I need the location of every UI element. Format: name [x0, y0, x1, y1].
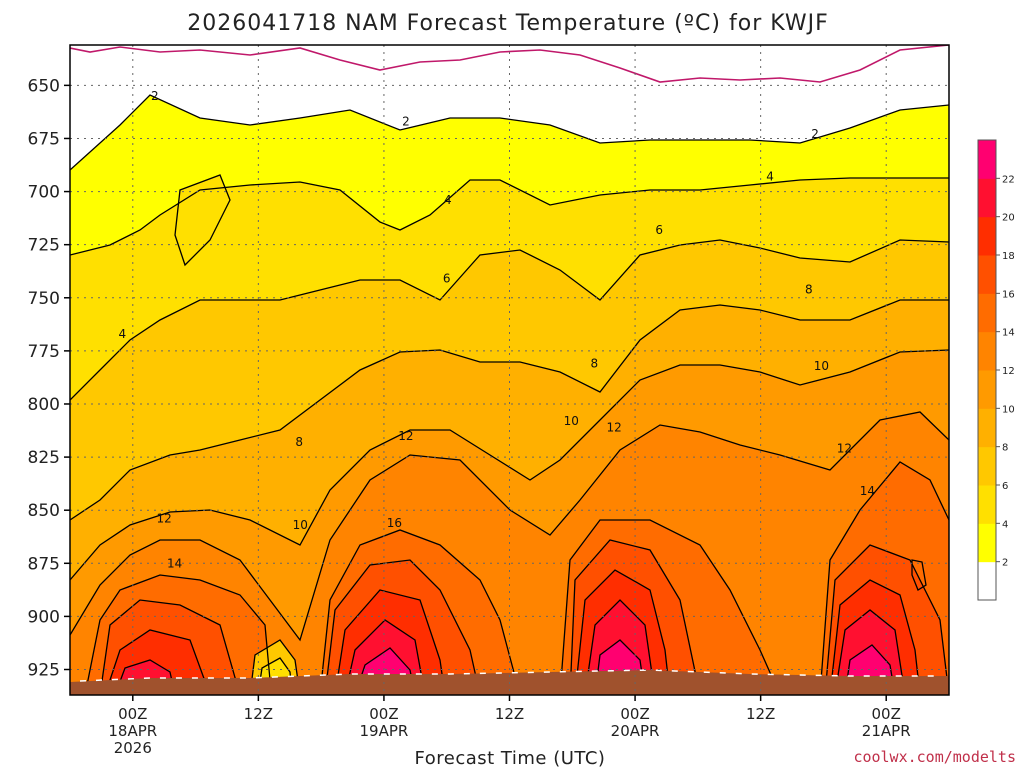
x-tick-label: 19APR [360, 722, 409, 740]
contour-12 [70, 411, 949, 642]
contour-label: 12 [398, 429, 413, 443]
contour-label: 8 [805, 282, 813, 296]
colorbar-tick-label: 4 [1002, 519, 1008, 530]
y-tick-label: 700 [28, 183, 60, 203]
x-tick-label: 21APR [862, 722, 911, 740]
colorbar-segment [978, 561, 996, 601]
contour-18 [104, 569, 921, 695]
x-tick-label: 00Z [872, 705, 901, 723]
contour-16 [99, 539, 949, 695]
contour-label: 4 [766, 170, 774, 184]
colorbar-tick-label: 2 [1002, 558, 1008, 569]
colorbar-segment [978, 446, 996, 486]
y-tick-label: 725 [28, 236, 60, 256]
x-axis-label: Forecast Time (UTC) [415, 748, 606, 768]
colorbar-tick-label: 8 [1002, 443, 1008, 454]
contour-20 [114, 599, 906, 695]
y-tick-label: 750 [28, 289, 60, 309]
colorbar-tick-label: 6 [1002, 481, 1008, 492]
contour-lines [70, 94, 949, 695]
y-tick-label: 925 [28, 661, 60, 681]
colorbar-segment [978, 523, 996, 563]
contour-label: 8 [590, 357, 598, 371]
x-tick-label: 00Z [369, 705, 398, 723]
colorbar-tick-label: 10 [1002, 404, 1015, 415]
colorbar-tick-label: 22 [1002, 174, 1015, 185]
band-14-16 [85, 462, 949, 695]
y-tick-label: 875 [28, 554, 60, 574]
contour-small-1 [911, 559, 927, 591]
contour-label: 14 [167, 556, 182, 570]
contour-label: 12 [157, 512, 172, 526]
contour-label: 12 [607, 420, 622, 434]
colorbar-tick-label: 14 [1002, 328, 1015, 339]
colorbar-segment [978, 216, 996, 256]
y-tick-label: 775 [28, 342, 60, 362]
colorbar-tick-label: 18 [1002, 251, 1015, 262]
contour-label: 2 [402, 114, 410, 128]
contour-label: 8 [295, 435, 303, 449]
x-tick-label: 12Z [244, 705, 273, 723]
contour-4-island [174, 174, 231, 267]
contour-2 [70, 94, 949, 171]
contour-14 [84, 461, 949, 695]
contour-label: 14 [860, 484, 875, 498]
contour-label: 6 [443, 272, 451, 286]
y-axis: 650 675 700 725 750 775 800 825 850 875 900 925 [28, 76, 70, 681]
contour-6 [70, 239, 949, 401]
x-tick-label: 12Z [495, 705, 524, 723]
contour-label: 4 [444, 193, 452, 207]
contour-labels: 2 2 2 4 4 6 6 8 4 8 10 10 12 12 8 12 14 12 10 16 14 [119, 89, 876, 570]
contour-4 [70, 177, 949, 256]
contour-label: 12 [837, 442, 852, 456]
colorbar-segment [978, 140, 996, 179]
band-22-plus [355, 640, 895, 695]
colorbar: 2 4 6 8 10 12 14 16 18 20 22 [977, 139, 1015, 601]
colorbar-segment [978, 255, 996, 294]
colorbar-segment [978, 408, 996, 448]
x-tick-label: 2026 [114, 739, 152, 757]
x-tick-label: 12Z [746, 705, 775, 723]
credit-text: coolwx.com/modelts [853, 748, 1016, 766]
y-tick-label: 900 [28, 607, 60, 627]
x-tick-label: 18APR [108, 722, 157, 740]
y-tick-label: 800 [28, 395, 60, 415]
chart-title: 2026041718 NAM Forecast Temperature (ºC)… [187, 11, 829, 36]
colorbar-tick-label: 12 [1002, 366, 1015, 377]
contour-label: 2 [151, 89, 159, 103]
x-tick-label: 20APR [611, 722, 660, 740]
colorbar-segment [978, 485, 996, 524]
colorbar-segment [978, 178, 996, 218]
colorbar-segment [978, 370, 996, 409]
contour-0 [70, 45, 949, 83]
contour-label: 16 [387, 516, 402, 530]
y-tick-label: 675 [28, 129, 60, 149]
x-tick-label: 00Z [620, 705, 649, 723]
contour-8 [70, 299, 949, 521]
contour-label: 10 [814, 359, 829, 373]
colorbar-tick-label: 20 [1002, 213, 1015, 224]
contour-label: 10 [293, 518, 308, 532]
colorbar-tick-label: 16 [1002, 289, 1015, 300]
y-tick-label: 825 [28, 448, 60, 468]
contour-label: 6 [655, 223, 663, 237]
y-tick-label: 850 [28, 501, 60, 521]
y-tick-label: 650 [28, 76, 60, 96]
ground-edge-highlight [79, 669, 940, 682]
plot-area: 2 2 2 4 4 6 6 8 4 8 10 10 12 12 8 12 14 12 10 16 14 [70, 45, 949, 695]
x-tick-label: 00Z [118, 705, 147, 723]
contour-label: 4 [119, 327, 127, 341]
contour-label: 10 [564, 414, 579, 428]
colorbar-segment [978, 331, 996, 371]
colorbar-segment [978, 293, 996, 333]
contour-label: 2 [811, 127, 819, 141]
